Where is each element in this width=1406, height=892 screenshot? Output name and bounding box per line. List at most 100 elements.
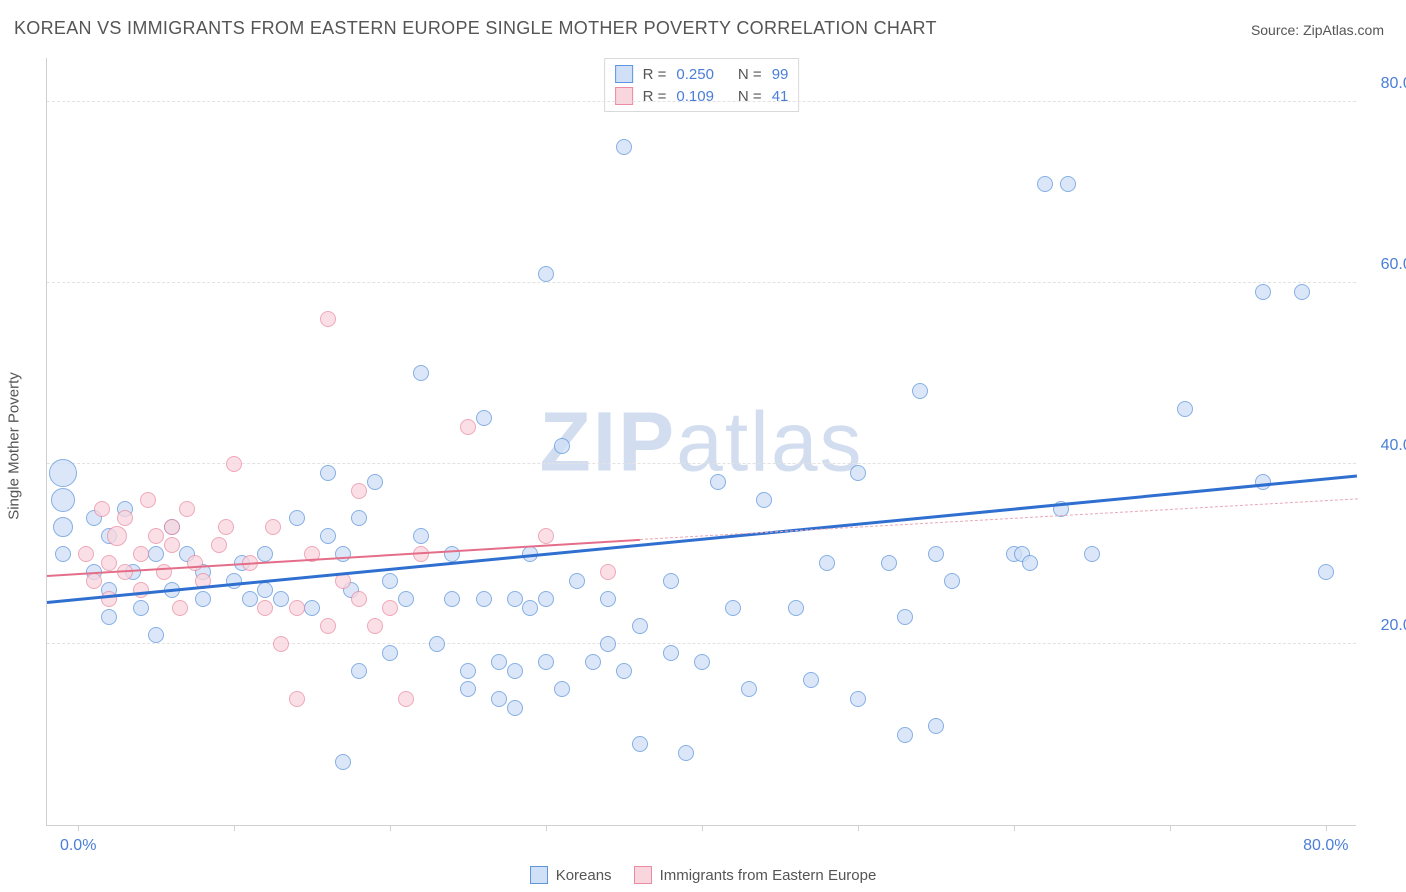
legend-item: Koreans — [530, 866, 612, 884]
data-point — [444, 546, 460, 562]
data-point — [351, 510, 367, 526]
data-point — [226, 456, 242, 472]
source-prefix: Source: — [1251, 22, 1303, 38]
data-point — [320, 311, 336, 327]
data-point — [226, 573, 242, 589]
x-tick-label: 80.0% — [1303, 837, 1348, 855]
gridline — [47, 101, 1356, 102]
data-point — [304, 600, 320, 616]
data-point — [663, 573, 679, 589]
legend-swatch — [615, 65, 633, 83]
data-point — [351, 663, 367, 679]
data-point — [273, 636, 289, 652]
watermark-rest: atlas — [676, 394, 863, 488]
y-axis-label: Single Mother Poverty — [6, 372, 23, 520]
correlation-legend-row: R =0.250N =99 — [615, 63, 789, 85]
data-point — [554, 438, 570, 454]
data-point — [351, 591, 367, 607]
data-point — [1060, 176, 1076, 192]
data-point — [507, 663, 523, 679]
data-point — [788, 600, 804, 616]
data-point — [107, 526, 127, 546]
data-point — [133, 600, 149, 616]
data-point — [140, 492, 156, 508]
data-point — [101, 609, 117, 625]
gridline — [47, 282, 1356, 283]
data-point — [289, 510, 305, 526]
data-point — [86, 573, 102, 589]
data-point — [850, 465, 866, 481]
data-point — [398, 591, 414, 607]
data-point — [538, 528, 554, 544]
y-tick-label: 20.0% — [1366, 617, 1406, 635]
data-point — [460, 663, 476, 679]
x-tick — [702, 825, 703, 831]
data-point — [1022, 555, 1038, 571]
data-point — [710, 474, 726, 490]
data-point — [460, 681, 476, 697]
data-point — [94, 501, 110, 517]
data-point — [850, 691, 866, 707]
data-point — [257, 546, 273, 562]
data-point — [819, 555, 835, 571]
data-point — [803, 672, 819, 688]
data-point — [242, 591, 258, 607]
data-point — [585, 654, 601, 670]
x-tick — [1014, 825, 1015, 831]
data-point — [507, 591, 523, 607]
data-point — [616, 139, 632, 155]
data-point — [491, 691, 507, 707]
data-point — [289, 600, 305, 616]
data-point — [367, 618, 383, 634]
data-point — [881, 555, 897, 571]
data-point — [351, 483, 367, 499]
data-point — [944, 573, 960, 589]
data-point — [928, 546, 944, 562]
data-point — [1255, 474, 1271, 490]
data-point — [491, 654, 507, 670]
x-tick — [390, 825, 391, 831]
data-point — [55, 546, 71, 562]
legend-label: Koreans — [556, 867, 612, 884]
data-point — [164, 519, 180, 535]
data-point — [522, 600, 538, 616]
legend-swatch — [634, 866, 652, 884]
data-point — [367, 474, 383, 490]
data-point — [133, 582, 149, 598]
data-point — [1318, 564, 1334, 580]
data-point — [187, 555, 203, 571]
data-point — [133, 546, 149, 562]
data-point — [600, 636, 616, 652]
correlation-legend-row: R =0.109N =41 — [615, 85, 789, 107]
y-tick-label: 80.0% — [1366, 75, 1406, 93]
gridline — [47, 643, 1356, 644]
legend-r-value: 0.250 — [676, 66, 714, 83]
data-point — [507, 700, 523, 716]
data-point — [257, 600, 273, 616]
data-point — [320, 465, 336, 481]
data-point — [694, 654, 710, 670]
data-point — [148, 546, 164, 562]
data-point — [616, 663, 632, 679]
data-point — [538, 266, 554, 282]
data-point — [663, 645, 679, 661]
data-point — [101, 555, 117, 571]
data-point — [897, 727, 913, 743]
data-point — [335, 546, 351, 562]
data-point — [78, 546, 94, 562]
legend-swatch — [615, 87, 633, 105]
data-point — [1084, 546, 1100, 562]
data-point — [148, 528, 164, 544]
correlation-legend: R =0.250N =99R =0.109N =41 — [604, 58, 800, 112]
data-point — [569, 573, 585, 589]
legend-item: Immigrants from Eastern Europe — [634, 866, 877, 884]
x-tick — [1170, 825, 1171, 831]
x-tick — [1326, 825, 1327, 831]
data-point — [1294, 284, 1310, 300]
data-point — [1255, 284, 1271, 300]
y-tick-label: 40.0% — [1366, 437, 1406, 455]
data-point — [211, 537, 227, 553]
legend-n-value: 99 — [772, 66, 789, 83]
data-point — [413, 365, 429, 381]
data-point — [600, 564, 616, 580]
